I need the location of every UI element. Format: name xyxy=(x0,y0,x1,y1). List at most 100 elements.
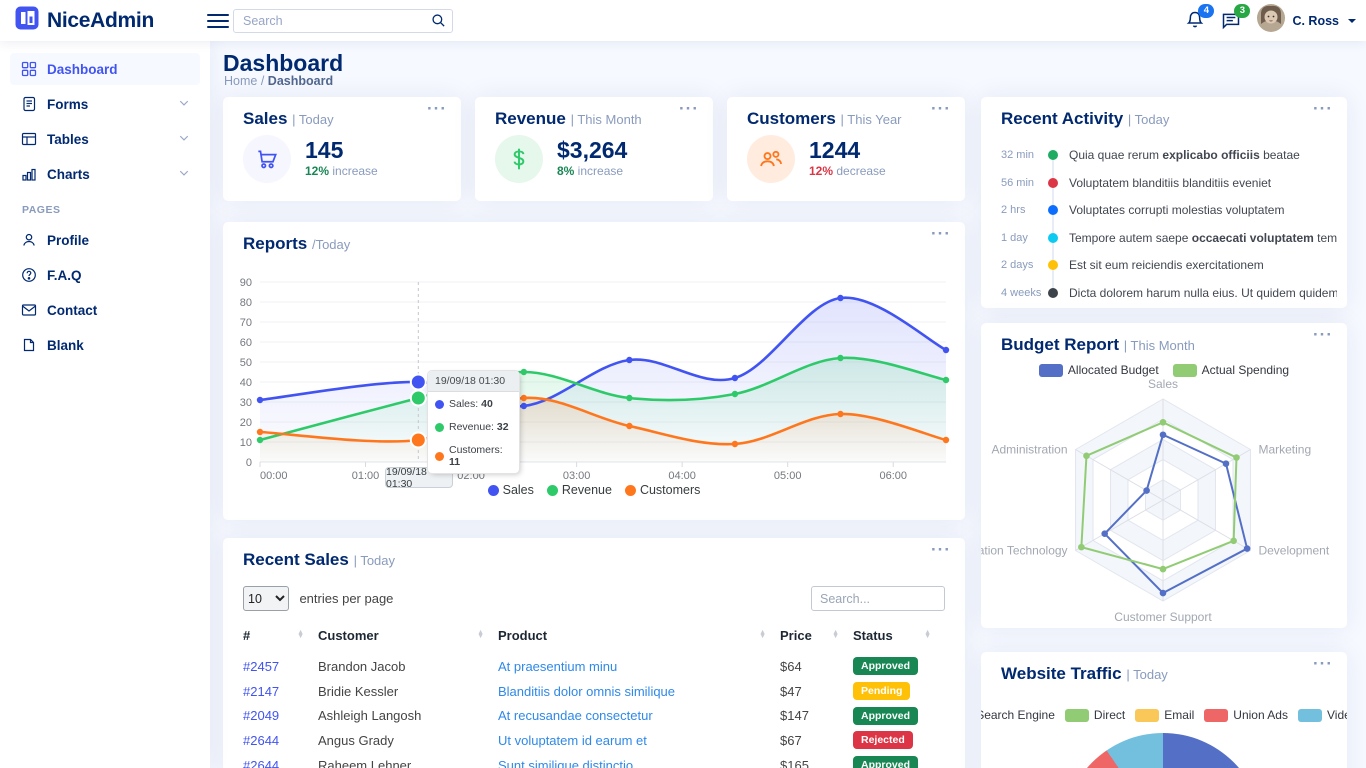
legend-item-sales[interactable]: Sales xyxy=(488,483,534,497)
sort-icon: ▲▼ xyxy=(297,631,304,639)
sidebar-item-contact[interactable]: Contact xyxy=(10,294,200,326)
svg-text:06:00: 06:00 xyxy=(879,470,907,482)
envelope-icon xyxy=(20,302,37,318)
card-menu-dots-icon[interactable]: ··· xyxy=(931,540,951,560)
breadcrumb-home[interactable]: Home xyxy=(224,74,257,88)
sale-product-link[interactable]: Blanditiis dolor omnis similique xyxy=(498,684,780,699)
card-menu-dots-icon[interactable]: ··· xyxy=(931,224,951,244)
sale-id-link[interactable]: #2147 xyxy=(243,684,318,699)
table-search-input[interactable] xyxy=(811,586,945,611)
legend-dot xyxy=(488,485,499,496)
toggle-sidebar-icon[interactable] xyxy=(207,10,229,32)
brand-logo[interactable]: NiceAdmin xyxy=(0,5,193,36)
sale-customer: Bridie Kessler xyxy=(318,684,498,699)
sale-customer: Angus Grady xyxy=(318,733,498,748)
legend-marker xyxy=(1173,364,1197,377)
stat-trend: 8% increase xyxy=(557,164,623,178)
sidebar-item-dashboard[interactable]: Dashboard xyxy=(10,53,200,85)
legend-item-actual-spending[interactable]: Actual Spending xyxy=(1173,363,1289,377)
column-header-id[interactable]: #▲▼ xyxy=(243,628,318,643)
activity-item: 32 minQuia quae rerum explicabo officiis… xyxy=(981,145,1339,165)
legend-item-video-ads[interactable]: Video Ads xyxy=(1298,708,1347,722)
legend-label: Customers xyxy=(640,483,700,497)
sale-product-link[interactable]: Sunt similique distinctio xyxy=(498,758,780,768)
legend-item-customers[interactable]: Customers xyxy=(625,483,700,497)
sidebar-item-label: F.A.Q xyxy=(47,268,82,283)
notifications-bell-icon[interactable]: 4 xyxy=(1185,10,1207,32)
legend-item-allocated-budget[interactable]: Allocated Budget xyxy=(1039,363,1159,377)
sale-product-link[interactable]: Ut voluptatem id earum et xyxy=(498,733,780,748)
sort-icon: ▲▼ xyxy=(924,631,931,639)
tooltip-row-text: Sales: 40 xyxy=(449,398,493,410)
recent-sales-card: Recent Sales | Today ··· 10 entries per … xyxy=(223,538,965,768)
sidebar-item-label: Dashboard xyxy=(47,62,118,77)
chevron-down-icon xyxy=(178,97,190,112)
budget-report-card: Budget Report | This Month ··· Allocated… xyxy=(981,323,1347,628)
legend-marker xyxy=(1204,709,1228,722)
header-search-input[interactable] xyxy=(233,9,453,33)
search-icon[interactable] xyxy=(431,13,446,33)
sale-price: $47 xyxy=(780,684,853,699)
activity-dot xyxy=(1048,260,1058,270)
sidebar-item-profile[interactable]: Profile xyxy=(10,224,200,256)
card-menu-dots-icon[interactable]: ··· xyxy=(679,99,699,119)
recent-sales-title: Recent Sales | Today xyxy=(243,550,395,570)
legend-item-direct[interactable]: Direct xyxy=(1065,708,1125,722)
top-header: NiceAdmin 4 3 C. Ross xyxy=(0,0,1366,41)
card-menu-dots-icon[interactable]: ··· xyxy=(427,99,447,119)
legend-item-revenue[interactable]: Revenue xyxy=(547,483,612,497)
sidebar-item-blank[interactable]: Blank xyxy=(10,329,200,361)
column-header-price[interactable]: Price▲▼ xyxy=(780,628,853,643)
sale-price: $147 xyxy=(780,708,853,723)
activity-time: 2 hrs xyxy=(1001,204,1025,216)
sale-id-link[interactable]: #2644 xyxy=(243,733,318,748)
card-menu-dots-icon[interactable]: ··· xyxy=(931,99,951,119)
chart-tooltip: 19/09/18 01:30 Sales: 40Revenue: 32Custo… xyxy=(427,370,520,474)
sale-id-link[interactable]: #2457 xyxy=(243,659,318,674)
sale-product-link[interactable]: At recusandae consectetur xyxy=(498,708,780,723)
sidebar-item-tables[interactable]: Tables xyxy=(10,123,200,155)
sidebar-item-faq[interactable]: F.A.Q xyxy=(10,259,200,291)
tooltip-row-text: Revenue: 32 xyxy=(449,421,509,433)
stat-card-title: Sales | Today xyxy=(243,109,334,129)
column-header-product[interactable]: Product▲▼ xyxy=(498,628,780,643)
sale-id-link[interactable]: #2644 xyxy=(243,758,318,768)
svg-text:04:00: 04:00 xyxy=(668,470,696,482)
table-icon xyxy=(20,131,37,147)
legend-item-email[interactable]: Email xyxy=(1135,708,1194,722)
sort-icon: ▲▼ xyxy=(477,631,484,639)
activity-time: 32 min xyxy=(1001,149,1034,161)
stat-value: $3,264 xyxy=(557,137,627,164)
sale-product-link[interactable]: At praesentium minu xyxy=(498,659,780,674)
activity-item: 56 minVoluptatem blanditiis blanditiis e… xyxy=(981,173,1339,193)
revenue-stat-card: Revenue | This Month···$3,2648% increase xyxy=(475,97,713,201)
legend-label: Direct xyxy=(1094,708,1125,722)
svg-text:20: 20 xyxy=(240,417,252,429)
card-menu-dots-icon[interactable]: ··· xyxy=(1313,99,1333,119)
activity-text: Dicta dolorem harum nulla eius. Ut quide… xyxy=(1069,286,1337,300)
sidebar-item-label: Charts xyxy=(47,167,90,182)
svg-text:Marketing: Marketing xyxy=(1258,443,1311,457)
sidebar-item-forms[interactable]: Forms xyxy=(10,88,200,120)
legend-item-union-ads[interactable]: Union Ads xyxy=(1204,708,1288,722)
entries-per-page-select[interactable]: 10 xyxy=(243,586,289,611)
sale-id-link[interactable]: #2049 xyxy=(243,708,318,723)
stat-value: 145 xyxy=(305,137,343,164)
column-header-customer[interactable]: Customer▲▼ xyxy=(318,628,498,643)
card-menu-dots-icon[interactable]: ··· xyxy=(1313,654,1333,674)
chevron-down-icon xyxy=(178,132,190,147)
sale-customer: Ashleigh Langosh xyxy=(318,708,498,723)
svg-text:Customer Support: Customer Support xyxy=(1114,610,1212,624)
column-header-status[interactable]: Status▲▼ xyxy=(853,628,945,643)
table-row: #2147Bridie KesslerBlanditiis dolor omni… xyxy=(243,679,945,704)
messages-chat-icon[interactable]: 3 xyxy=(1221,10,1243,32)
series-dot xyxy=(435,400,444,409)
activity-time: 2 days xyxy=(1001,259,1033,271)
sort-icon: ▲▼ xyxy=(832,631,839,639)
activity-time: 4 weeks xyxy=(1001,287,1041,299)
user-profile-menu[interactable]: C. Ross xyxy=(1257,4,1356,37)
sidebar-item-charts[interactable]: Charts xyxy=(10,158,200,190)
svg-text:01:00: 01:00 xyxy=(352,470,380,482)
activity-time: 1 day xyxy=(1001,232,1028,244)
legend-item-search-engine[interactable]: Search Engine xyxy=(981,708,1055,722)
